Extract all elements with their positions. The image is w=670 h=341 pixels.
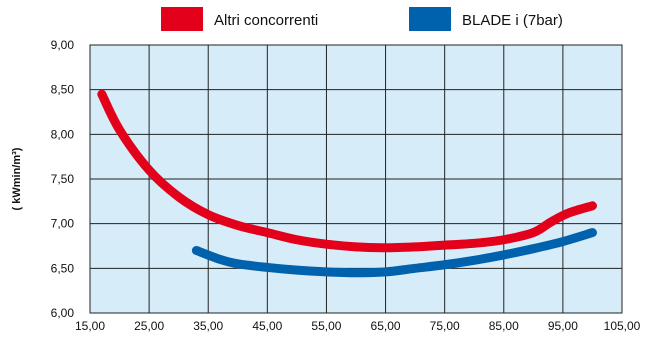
x-tick-label: 25,00 [134,319,164,333]
y-tick-label: 6,00 [51,306,75,320]
series-layer [97,89,597,278]
x-tick-label: 45,00 [252,319,282,333]
x-tick-label: 35,00 [193,319,223,333]
plot-border [89,44,623,314]
x-tick-label: 65,00 [371,319,401,333]
x-axis: 15,00 25,00 35,00 45,00 55,00 65,00 75,00 85,00… [75,319,641,333]
y-tick-label: 8,00 [51,127,75,141]
legend: Altri concorrenti BLADE i (7bar) [161,7,563,31]
legend-label-altri-concorrenti: Altri concorrenti [214,12,318,29]
legend-swatch-altri-concorrenti [161,7,203,31]
y-axis-label: ( kWmin/m³) [11,147,23,210]
series-line-altri-concorrenti [97,89,597,253]
x-tick-label: 55,00 [311,319,341,333]
legend-label-blade-i: BLADE i (7bar) [462,12,563,29]
y-tick-label: 6,50 [51,261,75,275]
y-tick-label: 7,50 [51,172,75,186]
y-tick-label: 9,00 [51,38,75,52]
legend-swatch-blade-i [409,7,451,31]
x-tick-label: 85,00 [489,319,519,333]
x-tick-label: 105,00 [604,319,641,333]
series-line-blade-i [191,228,597,278]
y-tick-label: 8,50 [51,83,75,97]
x-tick-label: 15,00 [75,319,105,333]
x-tick-label: 95,00 [548,319,578,333]
y-tick-label: 7,00 [51,217,75,231]
x-tick-label: 75,00 [430,319,460,333]
y-axis: 6,00 6,50 7,00 7,50 8,00 8,50 9,00 [51,38,75,320]
